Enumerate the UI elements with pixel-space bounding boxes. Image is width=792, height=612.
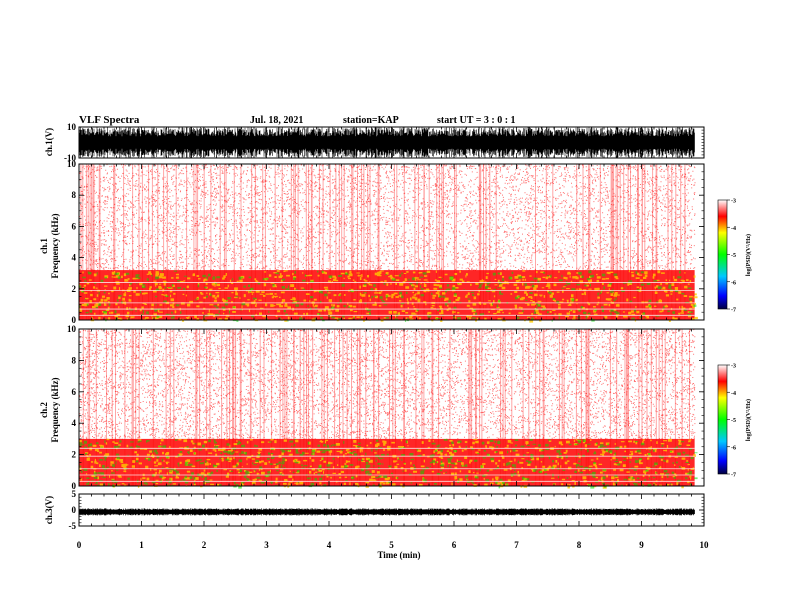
x-tick-label: 4 (327, 540, 332, 550)
colorbar2-label: log(PSD)(V²/Hz) (745, 399, 752, 441)
x-tick-label: 8 (577, 540, 582, 550)
ch1-spec-ylabel-line1: ch.1 (39, 238, 49, 254)
x-tick-label: 2 (202, 540, 207, 550)
x-tick-label: 1 (139, 540, 144, 550)
date-label: Jul. 18, 2021 (250, 115, 303, 126)
ch1-spectrogram-ytick-label: 8 (72, 190, 77, 200)
ch3-waveform-ytick-label: 0 (72, 505, 77, 515)
ch2-spectrogram-colorbar-tick-label: -7 (731, 473, 736, 479)
x-tick-label: 7 (514, 540, 519, 550)
ch1-spectrogram-mid-level (79, 270, 698, 323)
ch2-spec-ylabel-line1: ch.2 (39, 402, 49, 418)
ch2-spectrogram-high-level (79, 438, 698, 489)
ch3-waveform-ytick-label: 5 (72, 489, 77, 499)
ch1-spectrogram-colorbar-tick-label: -7 (731, 308, 736, 314)
ch3-waveform-ytick-label: -5 (69, 521, 77, 531)
ch1-spectrogram-ytick-label: 4 (72, 253, 77, 263)
ch1-spectrogram-colorbar-tick-label: -4 (731, 226, 736, 232)
station-label: station=KAP (343, 115, 399, 126)
ch2-spectrogram-colorbar-tick-label: -5 (731, 418, 736, 424)
x-tick-label: 9 (639, 540, 644, 550)
x-tick-label: 3 (264, 540, 269, 550)
x-tick-label: 6 (452, 540, 457, 550)
figure-title: VLF Spectra (79, 114, 140, 126)
ch1-spectrogram-ytick-label: 6 (72, 221, 77, 231)
ch2-spectrogram-ytick-label: 10 (67, 324, 77, 334)
ch1-spectrogram-colorbar-tick-label: -3 (731, 199, 736, 205)
ch3-waveform-trace (78, 508, 695, 516)
ch1-waveform-ylabel: ch.1(V) (44, 128, 54, 156)
ch2-spectrogram-colorbar-tick-label: -3 (731, 364, 736, 370)
ch1-spec-ylabel-line2: Frequency (kHz) (50, 213, 60, 278)
ch1-spectrogram-ytick-label: 10 (67, 159, 77, 169)
ch2-spectrogram-impulse-streaks (82, 329, 690, 486)
ch2-spectrogram-ytick-label: 6 (72, 387, 77, 397)
x-tick-label: 5 (389, 540, 394, 550)
ch1-waveform-ytick-label: -10 (64, 153, 76, 163)
ch1-spectrogram-colorbar-tick-label: -6 (731, 280, 736, 286)
x-axis-label: Time (min) (377, 550, 420, 560)
x-tick-label: 10 (700, 540, 710, 550)
ch2-spectrogram-ytick-label: 2 (72, 450, 77, 460)
ch1-spectrogram-panel: 0 2 4 6 8 10 -3 -4 -5 -6 -7 (67, 159, 736, 325)
ch2-spectrogram-speckle (79, 329, 696, 440)
ch1-spectrogram-impulse-streaks (80, 164, 686, 320)
x-tick-label: 0 (77, 540, 82, 550)
ch3-waveform-panel: 50-50 1 2 3 4 5 6 7 8 9 10 (69, 489, 710, 550)
ch2-spectrogram-panel: 0 2 4 6 8 10 -3 -4 -5 -6 -7 (67, 324, 736, 491)
ch2-spectrogram-colorbar-tick-label: -6 (731, 445, 736, 451)
ch1-spectrogram-speckle (79, 164, 696, 271)
colorbar1-label: log(PSD)(V²/Hz) (745, 234, 752, 276)
ch1-spectrogram-ytick-label: 2 (72, 284, 77, 294)
ch1-spectrogram-ytick-label: 0 (72, 315, 77, 325)
ch1-spectrogram-colorbar (717, 199, 728, 310)
ch3-waveform-ylabel: ch.3(V) (44, 496, 54, 524)
ch2-spectrogram-ytick-label: 4 (72, 418, 77, 428)
ch1-waveform-panel: 10 -10 (64, 122, 705, 163)
ch1-spectrogram-colorbar-tick-label: -5 (731, 253, 736, 259)
ch1-waveform-ytick-label: 10 (67, 122, 77, 132)
ch2-spectrogram-ytick-label: 8 (72, 355, 77, 365)
ch1-waveform-trace (78, 127, 695, 158)
start-time-label: start UT = 3 : 0 : 1 (437, 115, 516, 126)
ch2-spectrogram-ytick-label: 0 (72, 481, 77, 491)
ch2-spectrogram-colorbar-tick-label: -4 (731, 391, 736, 397)
ch2-spec-ylabel-line2: Frequency (kHz) (50, 377, 60, 442)
ch2-spectrogram-mid-level (79, 438, 696, 489)
ch2-spectrogram-colorbar (717, 364, 728, 475)
